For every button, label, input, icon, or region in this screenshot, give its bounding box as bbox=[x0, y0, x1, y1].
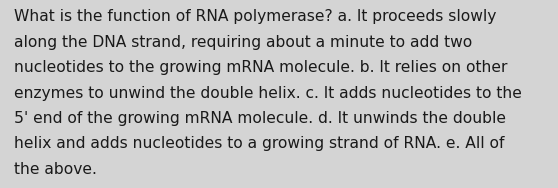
Text: helix and adds nucleotides to a growing strand of RNA. e. All of: helix and adds nucleotides to a growing … bbox=[14, 136, 504, 151]
Text: along the DNA strand, requiring about a minute to add two: along the DNA strand, requiring about a … bbox=[14, 35, 472, 50]
Text: 5' end of the growing mRNA molecule. d. It unwinds the double: 5' end of the growing mRNA molecule. d. … bbox=[14, 111, 506, 126]
Text: enzymes to unwind the double helix. c. It adds nucleotides to the: enzymes to unwind the double helix. c. I… bbox=[14, 86, 522, 101]
Text: nucleotides to the growing mRNA molecule. b. It relies on other: nucleotides to the growing mRNA molecule… bbox=[14, 60, 507, 75]
Text: What is the function of RNA polymerase? a. It proceeds slowly: What is the function of RNA polymerase? … bbox=[14, 9, 496, 24]
Text: the above.: the above. bbox=[14, 162, 97, 177]
